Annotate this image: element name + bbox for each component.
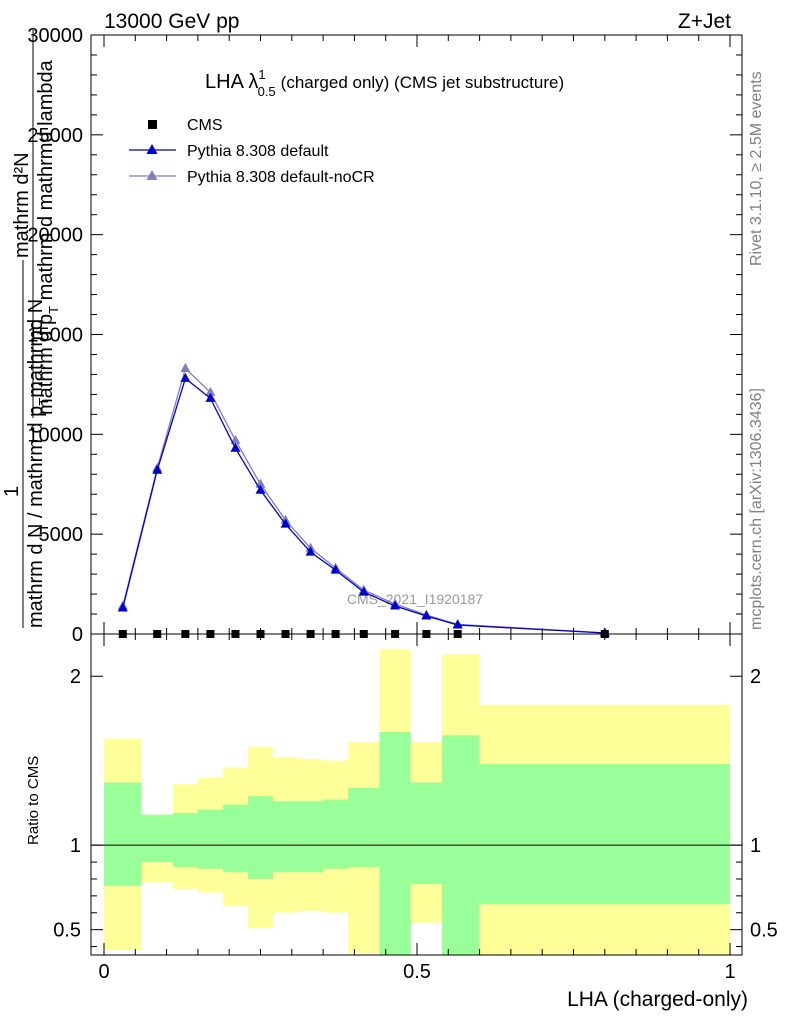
main-ylabel: mathrm d²N mathrm d pT mathrm d mathrmd … <box>1 30 61 628</box>
chart-title-sub: 0.5 <box>258 84 276 99</box>
ylabel-num1: mathrm d²N <box>11 152 33 258</box>
legend-label-default: Pythia 8.308 default <box>187 143 329 160</box>
ylabel-den1: mathrm d pT mathrm d mathrmd lambda <box>35 59 61 415</box>
legend-label-nocr: Pythia 8.308 default-noCR <box>187 169 375 186</box>
main-ytick-labels: 0 5000 10000 15000 20000 25000 30000 <box>27 25 83 646</box>
main-axis-ticks <box>91 34 742 635</box>
main-ytick-label: 30000 <box>27 25 83 47</box>
point-pythia-default-nocr <box>230 434 241 444</box>
ratio-inner-band-bin <box>479 764 730 905</box>
ratio-inner-band-bin <box>104 782 142 886</box>
chart-title-rest: (charged only) (CMS jet substructure) <box>281 73 564 92</box>
main-ytick-label: 0 <box>72 624 83 646</box>
ylabel-den1-rest: mathrm d mathrmd lambda <box>35 59 57 306</box>
point-pythia-default <box>255 484 266 494</box>
ratio-panel: 0.5 0.51 12 2 0 0.5 1 Ratio to CMS LHA (charg… <box>25 633 778 1011</box>
point-pythia-default <box>117 602 128 612</box>
ratio-ytick-label: 0.5 <box>53 920 81 942</box>
series-line-pythia-default-nocr <box>122 367 605 634</box>
ratio-ytick-label: 2 <box>70 666 81 688</box>
header-left: 13000 GeV pp <box>104 10 239 33</box>
ratio-inner-band-bin <box>247 796 274 879</box>
side-text-mcplots: mcplots.cern.ch [arXiv:1306.3436] <box>748 388 765 630</box>
point-pythia-default <box>180 372 191 382</box>
side-text-rivet: Rivet 3.1.10, ≥ 2.5M events <box>748 71 765 266</box>
ratio-inner-band-bin <box>298 801 324 873</box>
watermark: CMS_2021_I1920187 <box>347 591 483 607</box>
xtick-labels: 0 0.5 1 <box>98 961 735 983</box>
ratio-inner-band-bin <box>141 814 173 863</box>
ratio-axis-ticks <box>91 634 742 955</box>
ylabel-den1-main: mathrm d p <box>35 314 57 415</box>
point-pythia-default <box>330 564 341 574</box>
ratio-ytick-label-right: 2 <box>750 666 761 688</box>
main-ytick-label: 10000 <box>27 424 83 446</box>
xlabel: LHA (charged-only) <box>567 988 748 1011</box>
xtick-label: 1 <box>724 961 735 983</box>
ylabel-den1-sub: T <box>46 306 61 314</box>
main-panel: 0 5000 10000 15000 20000 25000 30000 CMS_2021_… <box>1 25 743 646</box>
ylabel-lead: 1 <box>1 486 23 497</box>
legend: CMS Pythia 8.308 default Pythia 8.308 de… <box>129 117 375 186</box>
point-pythia-default-nocr <box>205 386 216 396</box>
ratio-inner-band-bin <box>172 813 198 868</box>
chart-title-sup: 1 <box>258 67 265 82</box>
main-ytick-label: 5000 <box>39 524 84 546</box>
legend-marker-nocr <box>146 170 158 180</box>
xtick-label: 0.5 <box>403 961 431 983</box>
ratio-ytick-label-right: 1 <box>750 835 761 857</box>
point-pythia-default <box>230 442 241 452</box>
point-pythia-default <box>205 392 216 402</box>
point-pythia-default <box>390 600 401 610</box>
ratio-inner-band-bin <box>348 787 380 868</box>
ratio-ytick-label-right: 0.5 <box>750 920 778 942</box>
ratio-bands <box>104 649 730 955</box>
point-pythia-default <box>152 464 163 474</box>
ratio-inner-band-bin <box>197 809 223 869</box>
legend-marker-cms <box>148 120 157 129</box>
ratio-ytick-labels: 0.5 0.5 1 1 2 2 <box>53 666 778 941</box>
ylabel-den2-sub: T <box>36 398 51 406</box>
main-ytick-label: 20000 <box>27 225 83 247</box>
ylabel-den2-main: mathrm d N / mathrm d p <box>25 406 47 628</box>
ratio-inner-band-bin <box>379 731 411 955</box>
point-pythia-default-nocr <box>180 362 191 372</box>
point-pythia-default <box>280 518 291 528</box>
point-pythia-default <box>358 586 369 596</box>
ylabel-den2: mathrm d N / mathrm d pTmathrmd N <box>25 299 51 628</box>
main-ytick-label: 15000 <box>27 325 83 347</box>
ratio-inner-band-bin <box>410 782 443 885</box>
point-pythia-default <box>452 619 463 629</box>
ratio-ytick-label: 1 <box>70 835 81 857</box>
ratio-inner-band-bin <box>273 801 299 873</box>
xtick-label: 0 <box>98 961 109 983</box>
legend-label-cms: CMS <box>187 117 223 134</box>
point-pythia-default <box>305 546 316 556</box>
chart-title: LHA λ1 0.5 (charged only) (CMS jet substru… <box>205 67 564 99</box>
chart-title-main: LHA λ <box>205 71 258 93</box>
main-ytick-label: 25000 <box>27 125 83 147</box>
ratio-ylabel: Ratio to CMS <box>25 756 42 845</box>
ratio-inner-band-bin <box>222 804 248 873</box>
ylabel-den2-rest: mathrmd N <box>25 299 47 398</box>
header-right: Z+Jet <box>678 10 731 33</box>
ratio-inner-band-bin <box>323 799 349 869</box>
point-pythia-default <box>421 610 432 620</box>
legend-marker-default <box>146 144 158 154</box>
